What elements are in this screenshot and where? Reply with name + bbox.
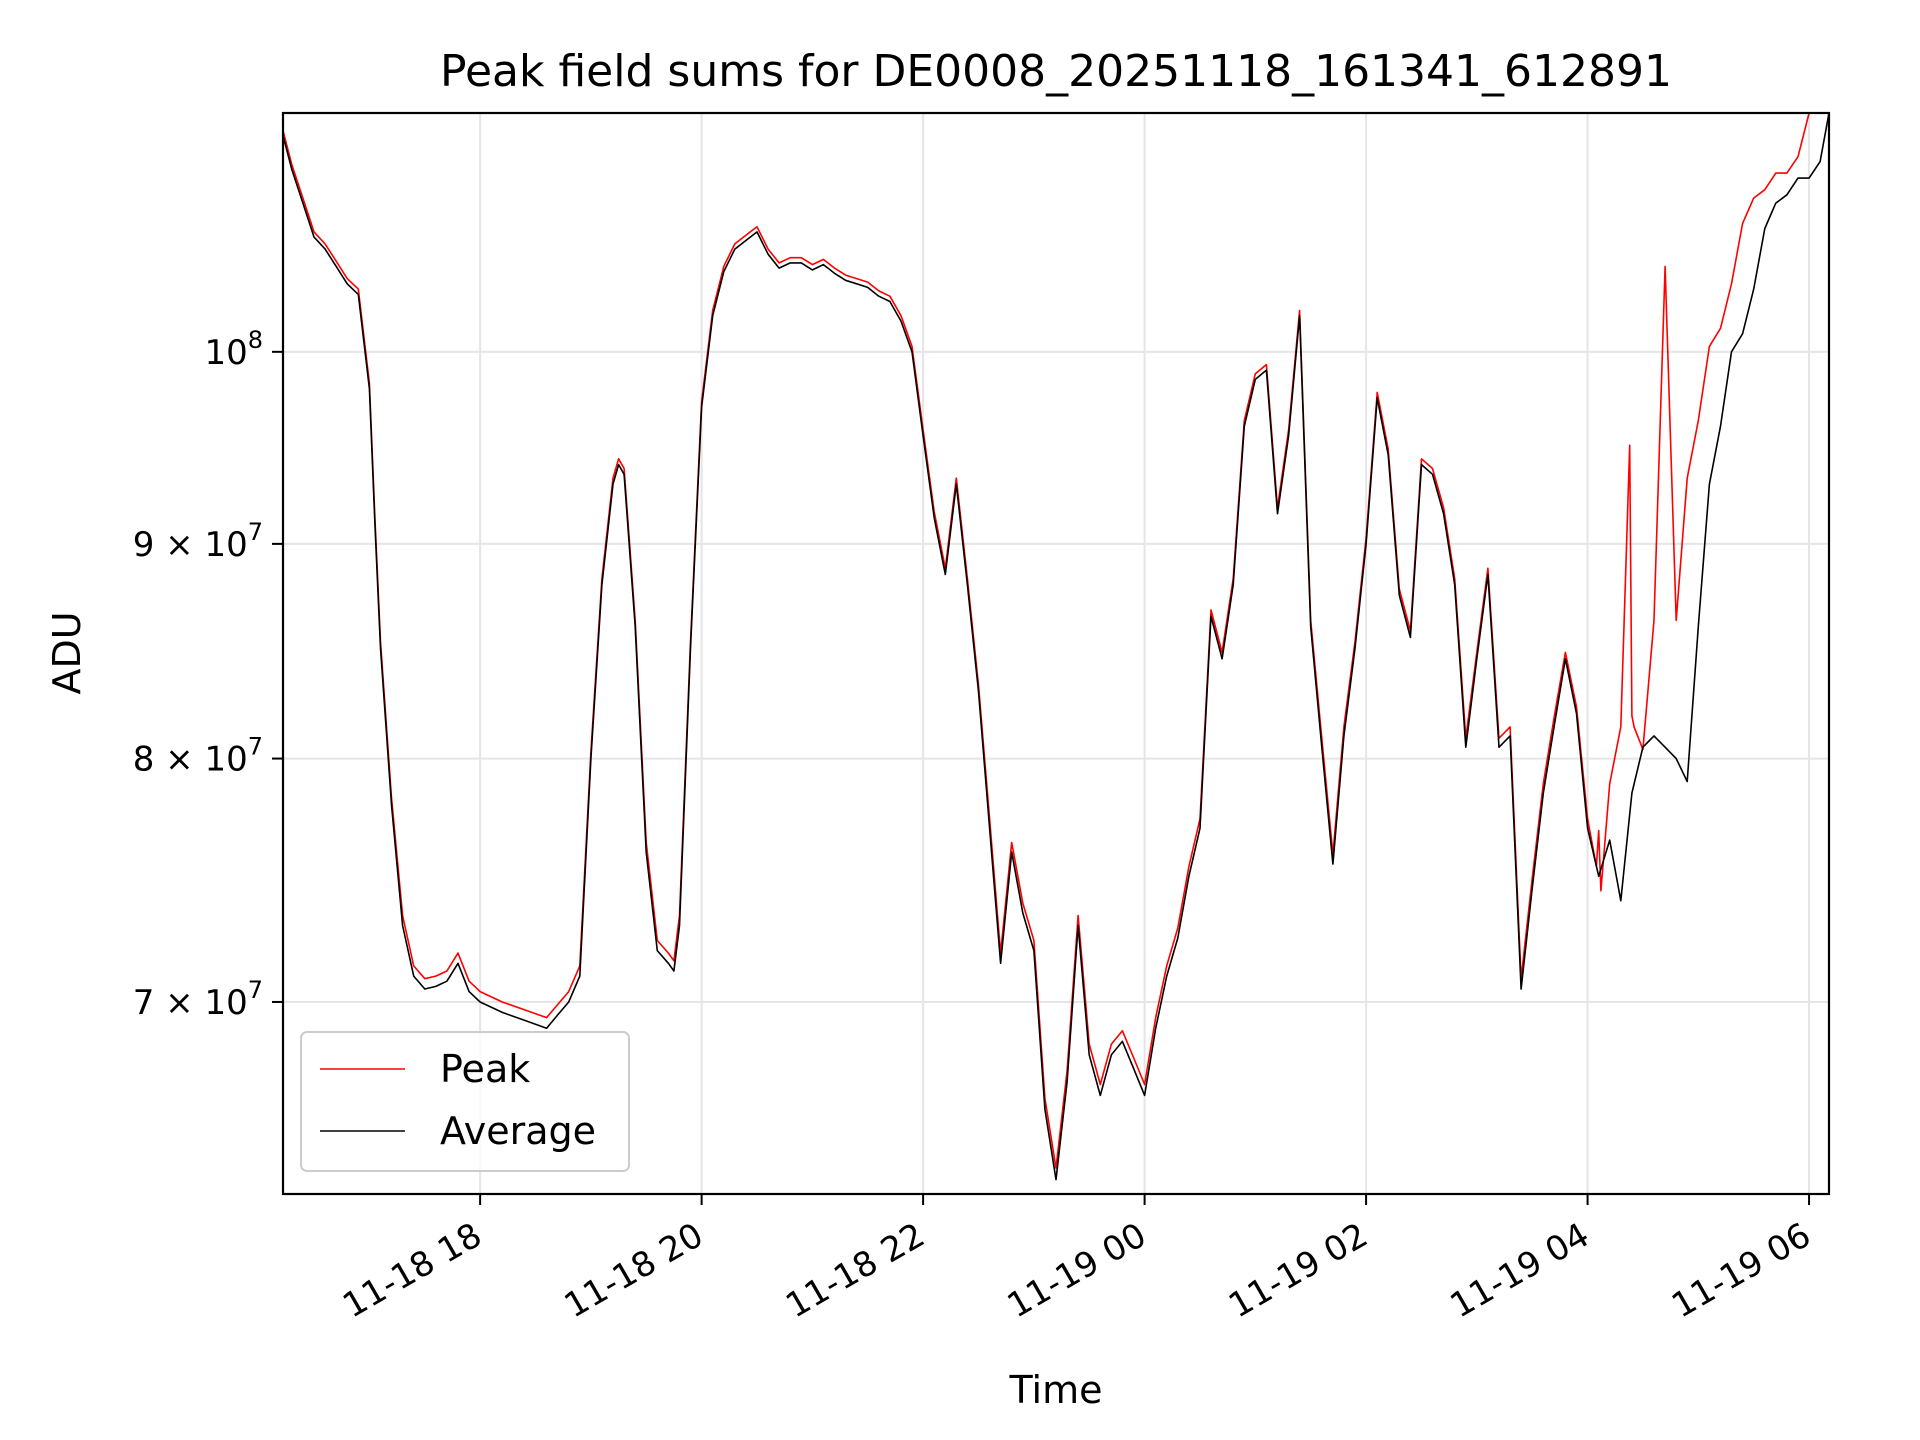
grid-layer [283,113,1829,1194]
y-tick-exponent: 7 [248,733,263,761]
plot-frame [281,111,1831,1196]
y-tick-label: 8 × 107 [133,733,263,780]
y-tick-exponent: 8 [248,326,263,354]
y-tick-base: 7 × 10 [133,983,248,1023]
legend-box [300,1031,630,1172]
chart-title: Peak field sums for DE0008_20251118_1613… [440,46,1672,97]
y-tick-base: 8 × 10 [133,740,248,780]
y-tick-label: 9 × 107 [133,518,263,565]
series-layer [282,112,1830,1181]
legend: Peak Average [300,1031,630,1172]
y-axis-label: ADU [45,611,89,694]
x-axis-label: Time [1009,1368,1103,1412]
y-tick-label: 108 [204,326,263,373]
y-tick-exponent: 7 [248,976,263,1004]
y-tick-base: 9 × 10 [133,525,248,565]
legend-peak-label: Peak [440,1047,530,1091]
y-tick-base: 10 [204,333,247,373]
legend-average-label: Average [440,1109,596,1153]
series-line-average [282,112,1830,1181]
y-tick-label: 7 × 107 [133,976,263,1023]
y-tick-exponent: 7 [248,518,263,546]
